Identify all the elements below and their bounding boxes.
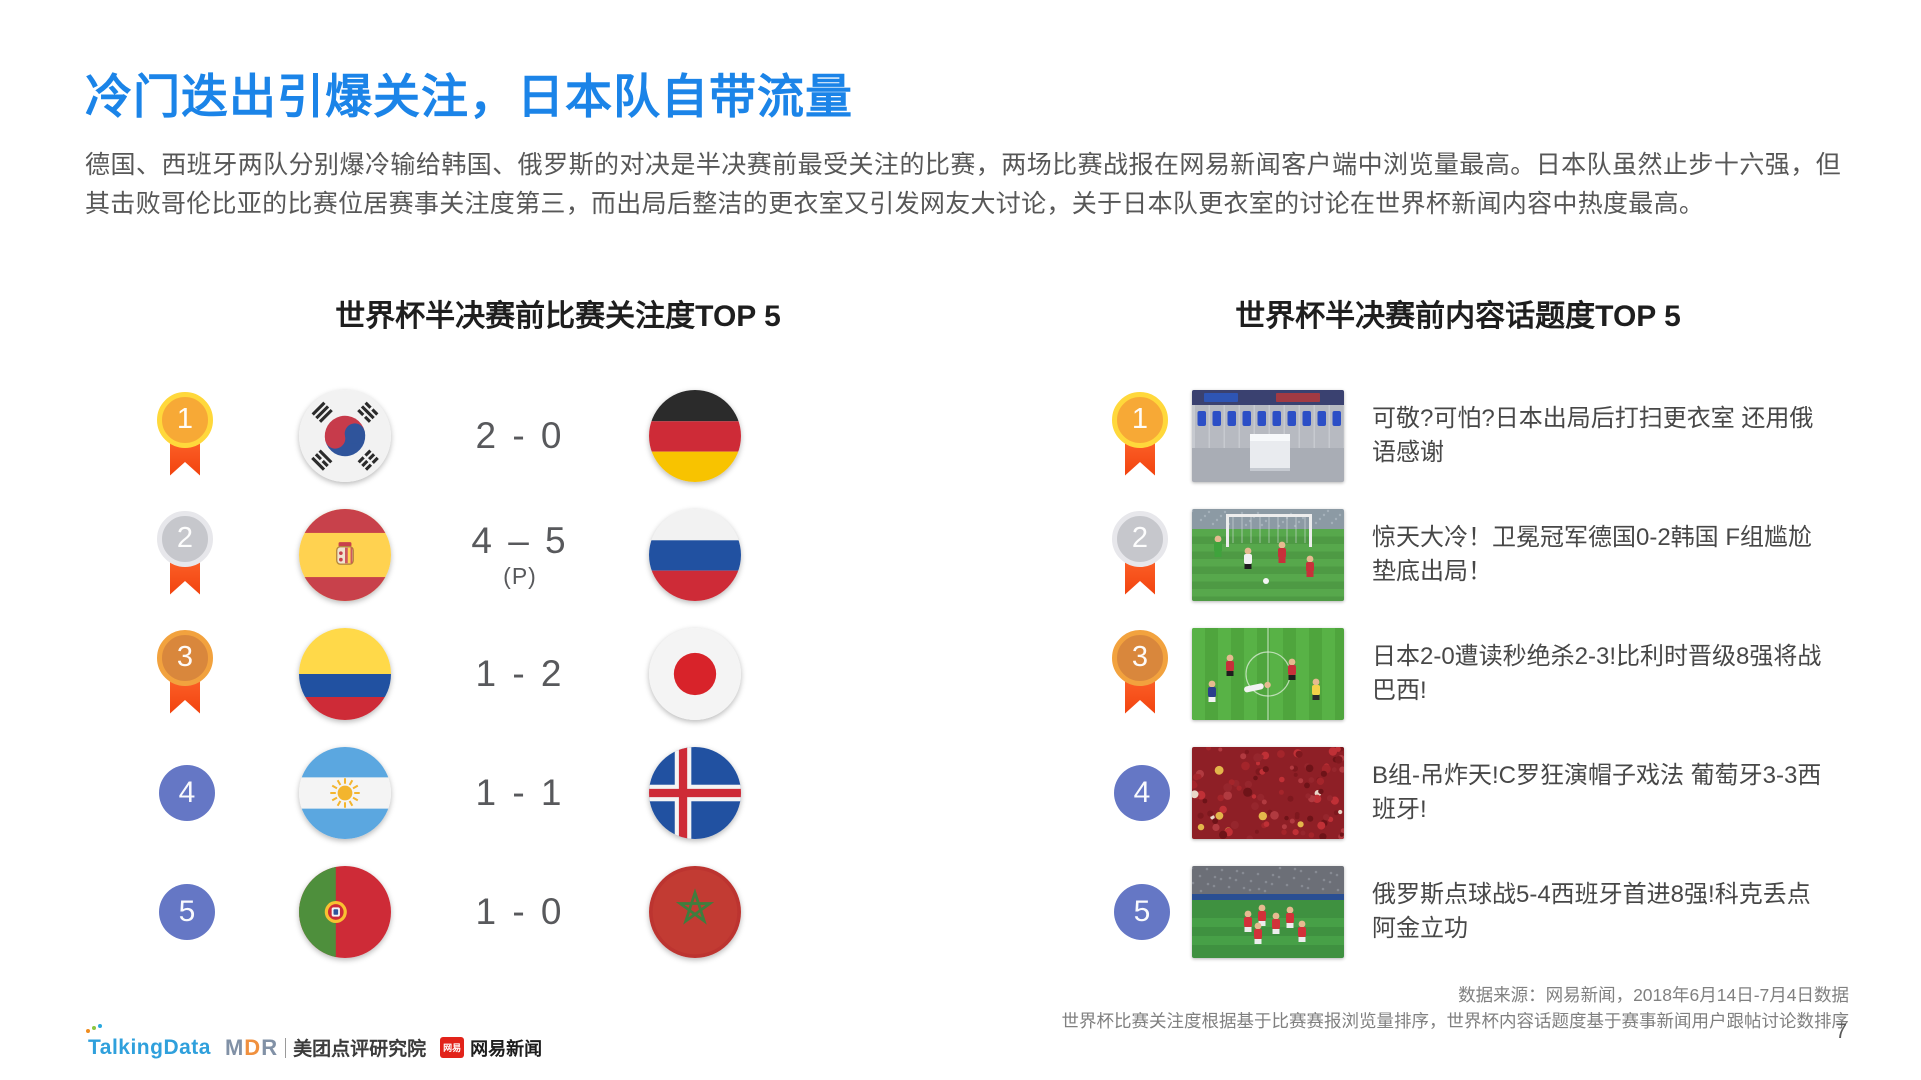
data-source-line1: 数据来源：网易新闻，2018年6月14日-7月4日数据 <box>1458 985 1849 1005</box>
flag-russia-icon <box>590 508 800 601</box>
rank-cell: 2 <box>1095 510 1185 599</box>
rank-cell: 1 <box>130 391 240 480</box>
rank-medal-gold: 1 <box>155 391 215 480</box>
match-score: 1 - 2 <box>450 653 590 695</box>
rank-medal-gold: 1 <box>1110 391 1170 480</box>
news-thumbnail-japan-belgium-pitch <box>1191 627 1344 720</box>
match-row: 1 2 - 0 <box>130 376 800 495</box>
mdr-meituan-logo: MDR 美团点评研究院 <box>225 1034 426 1061</box>
rank-cell: 1 <box>1095 391 1185 480</box>
flag-south-korea-icon <box>240 389 450 482</box>
rank-cell: 5 <box>1095 883 1185 940</box>
flag-portugal-icon <box>240 865 450 958</box>
talkingdata-wordmark: TalkingData <box>88 1035 211 1059</box>
topic-title: 可敬?可怕?日本出局后打扫更衣室 还用俄语感谢 <box>1372 404 1814 466</box>
rank-number: 3 <box>157 629 213 686</box>
score-text: 1 - 2 <box>475 652 565 694</box>
page-title: 冷门迭出引爆关注，日本队自带流量 <box>85 70 853 123</box>
score-text: 2 - 0 <box>475 414 565 456</box>
news-thumbnail-germany-korea-goal <box>1191 508 1344 601</box>
rank-number: 1 <box>1112 391 1168 448</box>
rank-badge: 4 <box>157 764 215 821</box>
netease-news-label: 网易新闻 <box>470 1038 543 1059</box>
rank-number: 2 <box>1112 510 1168 567</box>
rank-medal-bronze: 3 <box>1110 629 1170 718</box>
page-number: 7 <box>1835 1020 1847 1043</box>
rank-cell: 3 <box>1095 629 1185 718</box>
rank-number: 1 <box>157 391 213 448</box>
data-source-note: 数据来源：网易新闻，2018年6月14日-7月4日数据 世界杯比赛关注度根据基于… <box>1062 982 1850 1034</box>
match-row: 3 1 - 2 <box>130 614 800 733</box>
netease-news-logo: 网易 网易新闻 <box>440 1035 542 1061</box>
flag-argentina-icon <box>240 746 450 839</box>
footer-logos: TalkingData MDR 美团点评研究院 网易 网易新闻 <box>86 1028 542 1061</box>
match-score: 4 – 5 (P) <box>450 520 590 590</box>
topic-title: B组-吊炸天!C罗狂演帽子戏法 葡萄牙3-3西班牙! <box>1372 761 1822 823</box>
rank-number: 5 <box>1114 883 1170 940</box>
match-score: 1 - 1 <box>450 772 590 814</box>
talkingdata-logo: TalkingData <box>86 1028 211 1060</box>
topic-row: 3 日本2-0遭读秒绝杀2-3!比利时晋级8强将战巴西! <box>1095 614 1835 733</box>
score-text: 4 – 5 <box>471 519 569 561</box>
rank-cell: 2 <box>130 510 240 599</box>
rank-number: 5 <box>159 883 215 940</box>
mdr-wordmark: MDR <box>224 1034 279 1060</box>
flag-colombia-icon <box>240 627 450 720</box>
rank-cell: 4 <box>1095 764 1185 821</box>
news-thumbnail-portugal-spain-fans <box>1191 746 1344 839</box>
match-row: 2 4 – 5 (P) <box>130 495 800 614</box>
topic-row: 1 可敬?可怕?日本出局后打扫更衣室 还用俄语感谢 <box>1095 376 1835 495</box>
match-row: 4 1 - 1 <box>130 733 800 852</box>
rank-cell: 3 <box>130 629 240 718</box>
news-thumbnail-russia-spain-celebration <box>1191 865 1344 958</box>
intro-paragraph: 德国、西班牙两队分别爆冷输给韩国、俄罗斯的对决是半决赛前最受关注的比赛，两场比赛… <box>85 151 1841 218</box>
talkingdata-dots-icon <box>86 1028 90 1033</box>
meituan-research-label: 美团点评研究院 <box>293 1039 427 1060</box>
match-attention-header: 世界杯半决赛前比赛关注度TOP 5 <box>335 300 781 333</box>
data-source-line2: 世界杯比赛关注度根据基于比赛赛报浏览量排序，世界杯内容话题度基于赛事新闻用户跟帖… <box>1061 1011 1850 1031</box>
logo-divider <box>285 1037 287 1058</box>
rank-medal-silver: 2 <box>155 510 215 599</box>
match-row: 5 1 - 0 <box>130 852 800 971</box>
rank-medal-bronze: 3 <box>155 629 215 718</box>
news-thumbnail-japan-locker-room <box>1191 389 1344 482</box>
topic-row: 2 惊天大冷！卫冕冠军德国0-2韩国 F组尴尬垫底出局！ <box>1095 495 1835 614</box>
rank-badge: 5 <box>157 883 215 940</box>
score-note: (P) <box>503 562 537 589</box>
rank-number: 4 <box>1114 764 1170 821</box>
topic-title: 日本2-0遭读秒绝杀2-3!比利时晋级8强将战巴西! <box>1372 642 1822 704</box>
topic-title: 惊天大冷！卫冕冠军德国0-2韩国 F组尴尬垫底出局！ <box>1372 523 1813 585</box>
flag-japan-icon <box>590 627 800 720</box>
match-attention-list: 1 2 - 0 2 4 – 5 (P) 3 1 - 2 4 1 - 1 5 1 - 0 <box>130 376 800 971</box>
topic-heat-header: 世界杯半决赛前内容话题度TOP 5 <box>1235 300 1681 333</box>
rank-cell: 5 <box>130 883 240 940</box>
topic-heat-list: 1 可敬?可怕?日本出局后打扫更衣室 还用俄语感谢 2 惊天大冷！卫冕冠军德国0-2韩… <box>1095 376 1835 971</box>
netease-badge-icon: 网易 <box>440 1037 465 1058</box>
topic-row: 5 俄罗斯点球战5-4西班牙首进8强!科克丢点阿金立功 <box>1095 852 1835 971</box>
rank-cell: 4 <box>130 764 240 821</box>
topic-row: 4 B组-吊炸天!C罗狂演帽子戏法 葡萄牙3-3西班牙! <box>1095 733 1835 852</box>
rank-number: 3 <box>1112 629 1168 686</box>
topic-title: 俄罗斯点球战5-4西班牙首进8强!科克丢点阿金立功 <box>1372 880 1811 942</box>
score-text: 1 - 1 <box>475 771 565 813</box>
rank-badge: 5 <box>1112 883 1170 940</box>
flag-germany-icon <box>590 389 800 482</box>
rank-number: 2 <box>157 510 213 567</box>
flag-spain-icon <box>240 508 450 601</box>
flag-iceland-icon <box>590 746 800 839</box>
flag-morocco-icon <box>590 865 800 958</box>
match-score: 2 - 0 <box>450 415 590 457</box>
score-text: 1 - 0 <box>475 890 565 932</box>
rank-badge: 4 <box>1112 764 1170 821</box>
rank-number: 4 <box>159 764 215 821</box>
rank-medal-silver: 2 <box>1110 510 1170 599</box>
match-score: 1 - 0 <box>450 891 590 933</box>
